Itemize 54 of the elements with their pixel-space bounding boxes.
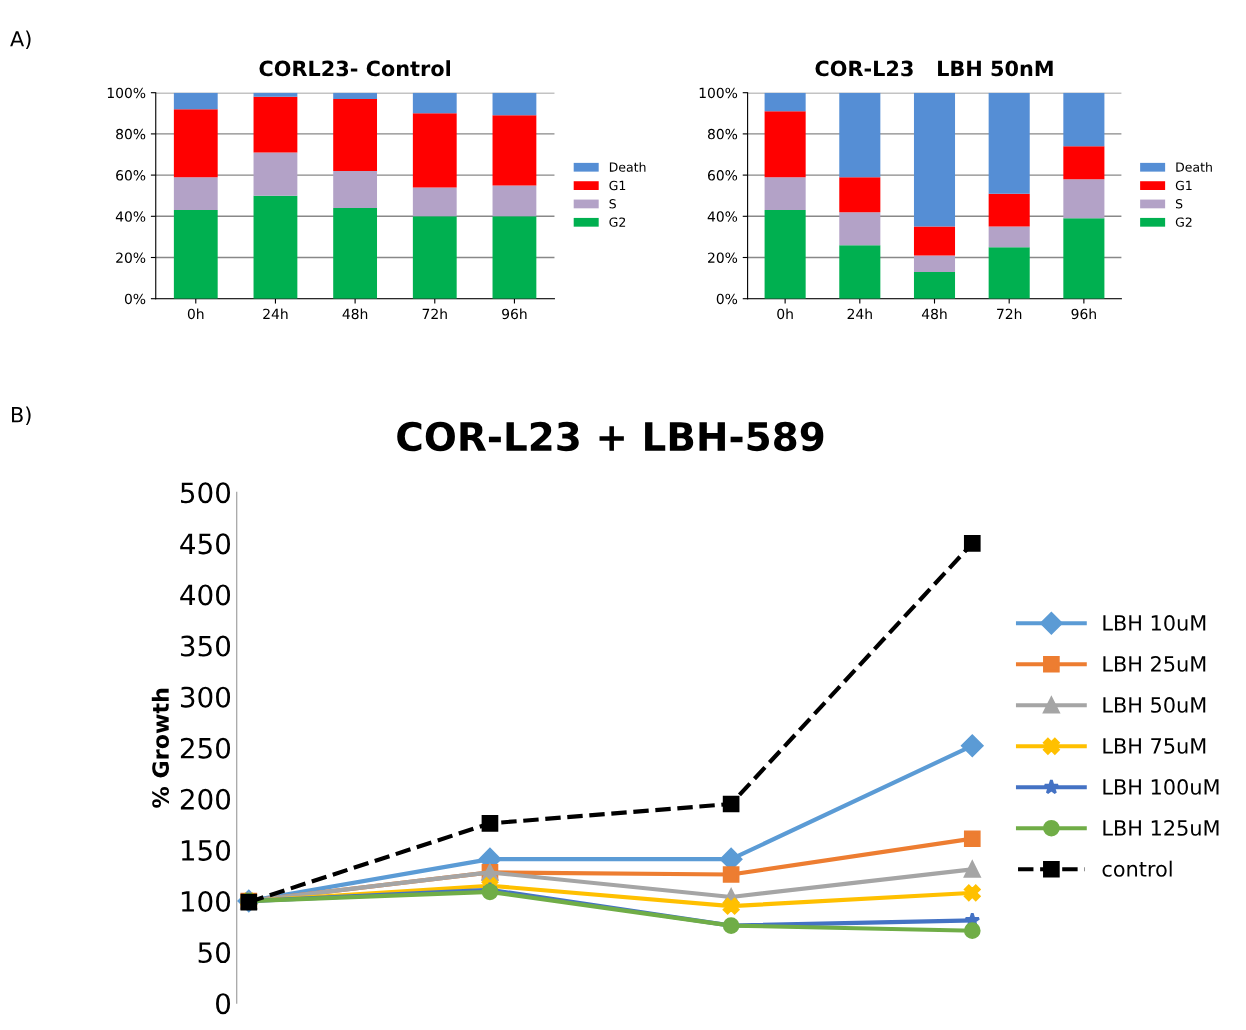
y-tick-label: 0% <box>124 293 146 305</box>
legend-label: S <box>609 199 616 209</box>
y-axis-title: % Growth <box>151 688 169 808</box>
x-tick-label: 0h <box>777 308 793 320</box>
chart-title: COR-L23 LBH 50nM <box>815 60 1053 77</box>
legend-label: G1 <box>609 180 626 191</box>
y-tick-label: 350 <box>180 635 231 657</box>
legend-label: G2 <box>1175 217 1192 227</box>
y-tick-label: 100% <box>107 87 146 99</box>
x-tick-label: 72h <box>997 308 1022 319</box>
x-tick-label: 48h <box>921 308 947 320</box>
y-tick-label: 450 <box>180 533 231 555</box>
x-tick-label: 72h <box>422 308 447 319</box>
y-tick-label: 250 <box>180 737 231 759</box>
y-tick-label: 60% <box>116 170 146 181</box>
x-tick-label: 48h <box>342 308 368 320</box>
x-tick-label: 96h <box>502 308 527 320</box>
y-tick-label: 400 <box>180 584 231 606</box>
x-tick-label: 0h <box>187 308 204 320</box>
y-tick-label: 40% <box>115 211 146 222</box>
y-tick-label: 100 <box>181 890 231 912</box>
legend-label: LBH 25uM <box>1103 656 1206 672</box>
legend-label: Death <box>1176 162 1212 172</box>
y-tick-label: 20% <box>708 252 738 263</box>
chart-title: COR-L23 + LBH-589 <box>397 421 824 452</box>
y-tick-label: 60% <box>707 170 738 181</box>
legend-label: LBH 10uM <box>1103 615 1206 631</box>
y-tick-label: 150 <box>181 839 231 861</box>
y-tick-label: 0% <box>716 293 738 305</box>
y-tick-label: 50 <box>198 942 231 964</box>
y-tick-label: 80% <box>116 128 146 140</box>
y-tick-label: 300 <box>180 686 231 708</box>
legend-label: G2 <box>609 217 626 227</box>
text: A) <box>10 30 31 50</box>
x-tick-label: 24h <box>263 308 288 319</box>
legend-label: G1 <box>1175 180 1192 191</box>
legend-label: LBH 50uM <box>1103 697 1206 713</box>
y-tick-label: 100% <box>699 87 738 99</box>
chart-title: CORL23- Control <box>259 60 451 77</box>
y-tick-label: 40% <box>707 211 738 222</box>
y-tick-label: 0 <box>216 993 231 1015</box>
y-tick-label: 200 <box>180 788 231 810</box>
legend-label: LBH 125uM <box>1103 820 1219 836</box>
legend-label: LBH 75uM <box>1103 738 1206 754</box>
x-tick-label: 24h <box>847 308 872 319</box>
y-tick-label: 500 <box>181 482 231 504</box>
y-tick-label: 20% <box>116 252 146 263</box>
legend-label: LBH 100uM <box>1103 779 1219 795</box>
legend-label: control <box>1102 860 1172 877</box>
x-tick-label: 96h <box>1071 308 1096 320</box>
legend-label: S <box>1175 199 1183 209</box>
text: B) <box>12 406 31 426</box>
legend-label: Death <box>609 162 646 172</box>
y-tick-label: 80% <box>707 128 738 140</box>
